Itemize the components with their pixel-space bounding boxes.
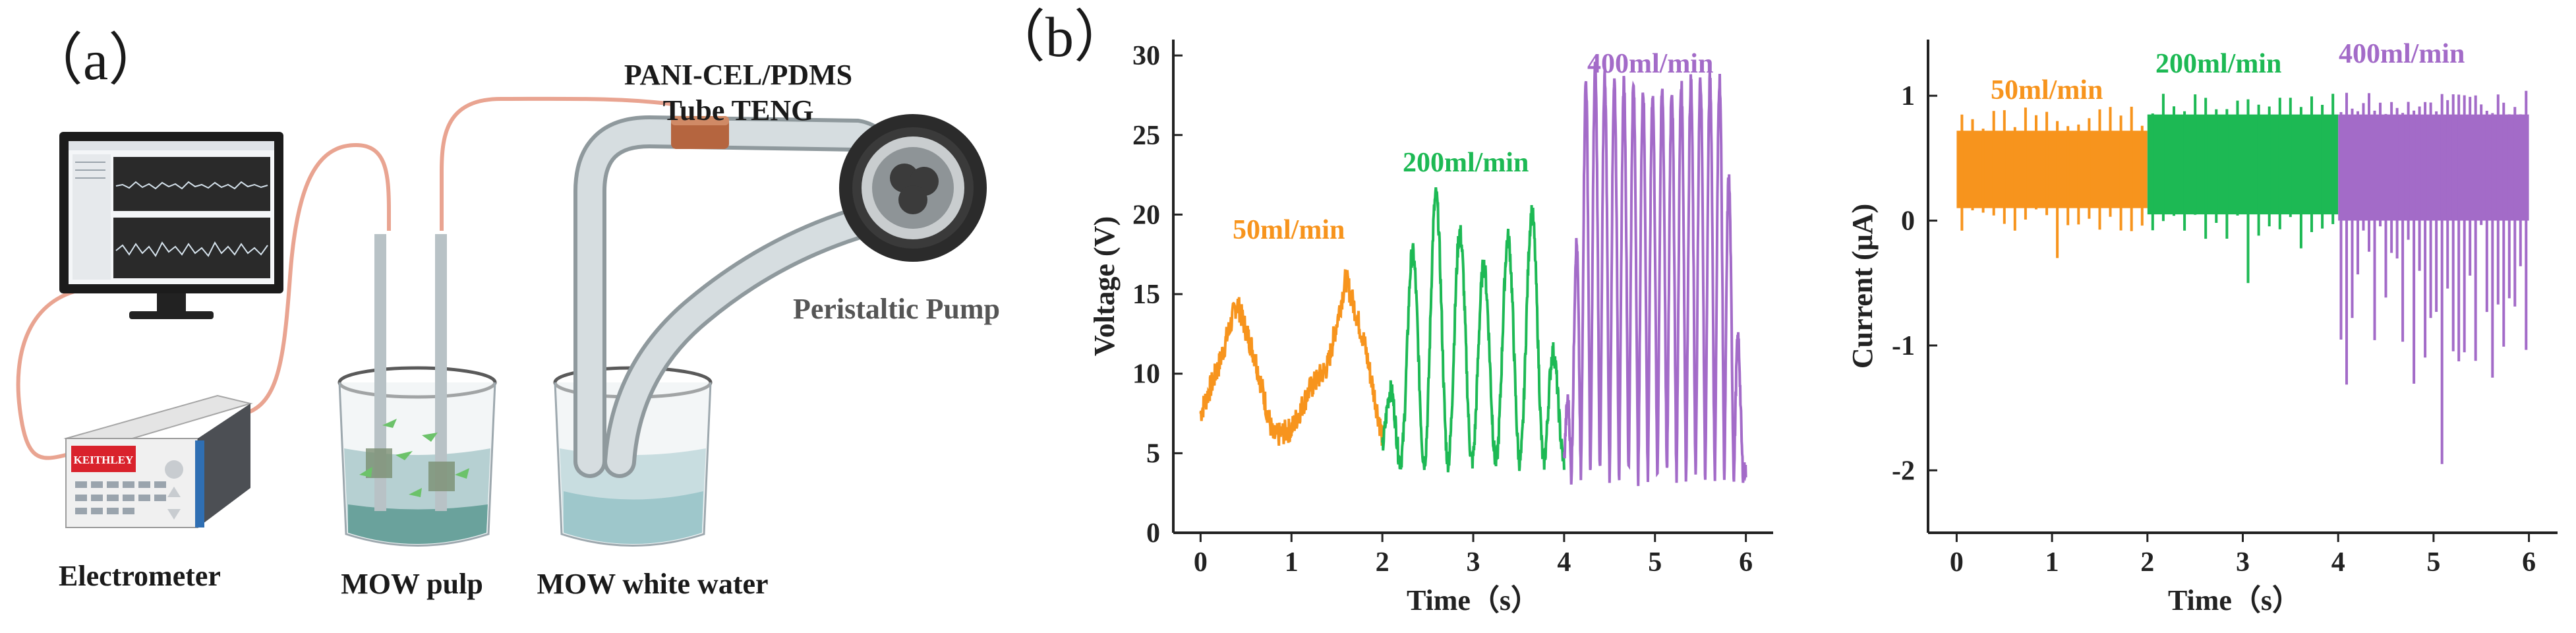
current-x-tick-label: 1 xyxy=(2045,547,2059,578)
current-x-ticks: 0 1 2 3 4 5 6 xyxy=(1950,533,2536,578)
current-x-tick-label: 5 xyxy=(2426,547,2440,578)
current-plot-area xyxy=(1956,90,2529,464)
tube-label-line2: Tube TENG xyxy=(663,94,814,127)
voltage-series-line xyxy=(1199,269,1384,446)
voltage-series-200-label: 200ml/min xyxy=(1403,148,1529,178)
current-chart: 0 1 2 3 4 5 6 -2 -1 0 1 Time（s） Current (μA) 50ml… xyxy=(1846,39,2558,617)
tube-label-line1: PANI-CEL/PDMS xyxy=(624,59,852,91)
panel-a: （a） xyxy=(16,28,1000,600)
voltage-y-tick-label: 10 xyxy=(1132,359,1160,390)
voltage-x-ticks: 0 1 2 3 4 5 6 xyxy=(1194,533,1753,578)
current-y-tick-label: -1 xyxy=(1892,331,1915,361)
current-series-band xyxy=(1956,131,2148,208)
current-series-spikes xyxy=(2339,90,2528,464)
panel-b-label: （b） xyxy=(989,5,1130,69)
current-x-tick-label: 6 xyxy=(2522,547,2536,578)
teng-section xyxy=(671,116,729,149)
voltage-x-title: Time（s） xyxy=(1407,584,1540,617)
current-series-spikes xyxy=(2151,94,2335,284)
current-series-band xyxy=(2338,114,2529,221)
keithley-display-icon xyxy=(71,446,136,472)
current-series-band xyxy=(2147,114,2339,215)
voltage-series-50-label: 50ml/min xyxy=(1233,215,1345,245)
current-y-tick-label: -2 xyxy=(1892,456,1915,486)
computer-monitor xyxy=(59,132,283,319)
current-series-spikes xyxy=(1960,106,2144,258)
current-x-title: Time（s） xyxy=(2168,584,2301,617)
voltage-series-400-label: 400ml/min xyxy=(1587,49,1713,79)
current-y-tick-label: 1 xyxy=(1901,81,1915,111)
keypad-icon xyxy=(75,481,166,514)
voltage-chart: 0 1 2 3 4 5 6 0 5 10 15 20 25 30 Time（s） Voltage (V)… xyxy=(1088,40,1773,617)
panel-a-label: （a） xyxy=(26,28,165,92)
current-series-400-label: 400ml/min xyxy=(2339,39,2465,69)
cable-electrometer-beaker xyxy=(237,142,391,417)
voltage-x-tick-label: 3 xyxy=(1467,547,1480,578)
voltage-series-line xyxy=(1562,61,1747,487)
voltage-y-ticks: 0 5 10 15 20 25 30 xyxy=(1132,41,1183,549)
peristaltic-pump-icon xyxy=(839,114,987,262)
current-x-tick-label: 0 xyxy=(1950,547,1964,578)
pulp-beaker xyxy=(337,234,497,547)
voltage-y-tick-label: 20 xyxy=(1132,200,1160,230)
voltage-x-tick-label: 2 xyxy=(1376,547,1390,578)
voltage-series-line xyxy=(1381,187,1566,473)
cable-monitor-electrometer xyxy=(16,288,80,460)
keithley-brand: KEITHLEY xyxy=(74,454,134,466)
voltage-y-tick-label: 25 xyxy=(1132,121,1160,151)
current-y-ticks: -2 -1 0 1 xyxy=(1892,81,1937,486)
voltage-y-tick-label: 30 xyxy=(1132,41,1160,71)
pulp-label: MOW pulp xyxy=(341,568,483,600)
current-x-tick-label: 4 xyxy=(2331,547,2345,578)
voltage-x-tick-label: 6 xyxy=(1739,547,1753,578)
pump-label: Peristaltic Pump xyxy=(793,293,1000,325)
current-series-50-label: 50ml/min xyxy=(1991,75,2103,106)
voltage-y-tick-label: 15 xyxy=(1132,280,1160,310)
current-series-200-label: 200ml/min xyxy=(2155,49,2281,79)
white-water-label: MOW white water xyxy=(537,568,768,600)
current-y-title: Current (μA) xyxy=(1846,204,1879,369)
voltage-y-tick-label: 0 xyxy=(1146,518,1160,549)
current-x-tick-label: 3 xyxy=(2236,547,2250,578)
current-x-tick-label: 2 xyxy=(2140,547,2154,578)
voltage-y-tick-label: 5 xyxy=(1146,438,1160,469)
current-y-tick-label: 0 xyxy=(1901,206,1915,237)
voltage-x-tick-label: 1 xyxy=(1285,547,1299,578)
cable-beaker-tube xyxy=(440,96,673,231)
voltage-x-tick-label: 4 xyxy=(1557,547,1571,578)
voltage-plot-area xyxy=(1199,61,1747,487)
cables xyxy=(16,96,673,460)
electrometer-label: Electrometer xyxy=(59,560,221,592)
voltage-x-tick-label: 5 xyxy=(1648,547,1662,578)
voltage-y-title: Voltage (V) xyxy=(1088,216,1121,356)
electrometer: KEITHLEY xyxy=(63,394,253,528)
voltage-x-tick-label: 0 xyxy=(1194,547,1208,578)
